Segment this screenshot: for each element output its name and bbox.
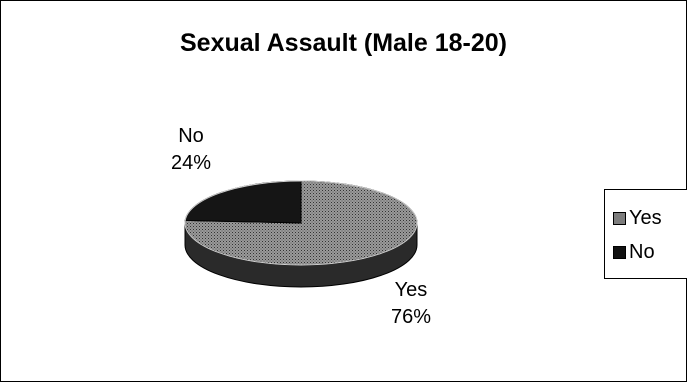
legend-swatch-yes <box>613 211 626 225</box>
data-label-yes-percent: 76% <box>390 306 432 328</box>
legend-label-yes: Yes <box>629 206 662 229</box>
chart-title: Sexual Assault (Male 18-20) <box>180 29 507 57</box>
data-label-no-percent: 24% <box>170 152 212 174</box>
legend: Yes No <box>604 189 687 279</box>
pie-rim <box>184 180 418 266</box>
pie-slice-no <box>184 180 302 224</box>
data-label-yes-name: Yes <box>394 279 428 301</box>
legend-swatch-no <box>613 245 626 259</box>
data-label-no-name: No <box>178 125 204 147</box>
legend-item-yes: Yes <box>613 206 662 230</box>
data-label-yes: Yes 76% <box>381 277 441 331</box>
data-label-no: No 24% <box>161 123 221 177</box>
legend-item-no: No <box>613 240 655 264</box>
legend-label-no: No <box>629 240 655 263</box>
